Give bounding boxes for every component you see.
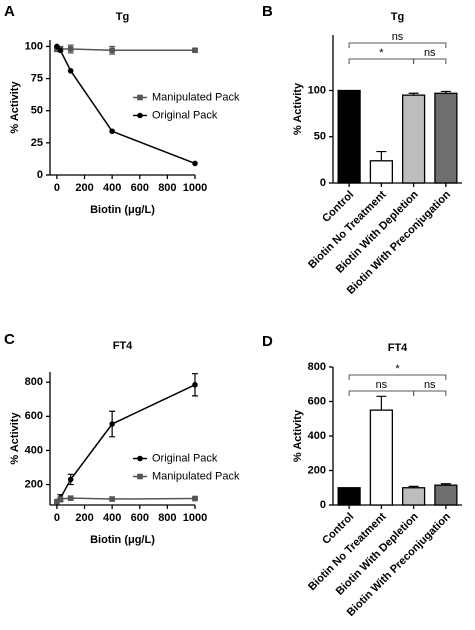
panel-letter: C [4,331,15,348]
y-axis-label: % Activity [292,409,304,462]
point [109,128,115,135]
panel-letter: D [262,333,273,350]
significance-bracket [413,58,447,64]
legend-marker [137,455,143,462]
x-tick-label: 200 [75,182,93,194]
legend-marker [137,112,143,119]
x-tick-label: 400 [103,512,121,524]
point [67,46,74,52]
y-tick-label: 0 [320,177,326,189]
y-tick-label: 25 [31,137,43,149]
point [109,496,115,502]
y-axis-label: % Activity [9,412,21,465]
series-line [56,384,196,503]
legend-label: Manipulated Pack [152,470,240,482]
series-line [56,497,196,503]
significance-label: * [379,47,384,59]
error-bar [376,395,387,411]
bar [337,89,361,184]
bar [434,92,458,184]
significance-label: ns [424,47,436,59]
panel-letter: B [262,3,273,20]
x-tick-label: 800 [158,512,176,524]
y-tick-label: 100 [25,40,43,52]
y-axis-label: % Activity [9,81,21,134]
y-tick-label: 600 [308,395,326,407]
significance-bracket [348,390,415,396]
significance-label: ns [376,379,388,391]
error-bar [408,485,419,488]
point [54,498,60,505]
x-axis-label: Biotin (μg/L) [90,204,155,216]
x-tick-label: 600 [131,182,149,194]
legend-label: Manipulated Pack [152,91,240,103]
significance-bracket [348,58,415,64]
significance-label: ns [392,31,404,43]
point [192,495,198,502]
point [67,68,74,74]
point [67,476,74,483]
significance-bracket [348,374,447,380]
x-tick-label: 0 [54,182,60,194]
point [192,381,198,388]
y-tick-label: 0 [37,169,43,181]
x-tick-label: 1000 [183,182,207,194]
legend-marker [137,94,143,101]
significance-label: ns [424,379,436,391]
y-tick-label: 0 [320,499,326,511]
chart-title: FT4 [113,340,133,352]
x-tick-label: 1000 [183,512,207,524]
y-tick-label: 200 [308,464,326,476]
bar [369,409,393,506]
significance-label: * [395,363,400,375]
chart-title: Tg [391,11,404,23]
bar [369,160,393,184]
y-tick-label: 50 [31,105,43,117]
point [109,47,115,54]
y-tick-label: 100 [308,84,326,96]
bar [434,484,458,506]
point [67,495,74,501]
y-axis-label: % Activity [292,82,304,135]
x-axis-label: Biotin (μg/L) [90,534,155,546]
error-bar [408,92,419,96]
chart-title: Tg [116,11,129,23]
x-tick-label: 200 [75,512,93,524]
point [192,47,198,54]
error-bar [440,483,451,486]
y-tick-label: 800 [308,361,326,373]
legend-label: Original Pack [152,452,218,464]
error-bar [376,150,387,161]
x-tick-label: 800 [158,182,176,194]
bar [337,487,361,506]
series-line [56,45,196,165]
point [54,43,60,50]
x-tick-label: 0 [54,512,60,524]
significance-bracket [413,390,447,396]
legend-label: Original Pack [152,109,218,121]
chart-title: FT4 [388,342,408,354]
y-tick-label: 200 [25,478,43,490]
series-line [56,48,195,52]
y-tick-label: 400 [308,430,326,442]
point [192,160,198,167]
y-tick-label: 600 [25,410,43,422]
point [57,47,64,54]
y-tick-label: 75 [31,72,43,84]
significance-bracket [348,42,447,48]
x-tick-label: 600 [131,512,149,524]
x-tick-label: 400 [103,182,121,194]
point [109,421,115,427]
legend-marker [137,473,143,480]
y-tick-label: 800 [25,376,43,388]
bar [402,487,426,506]
point [57,496,64,502]
error-bar [440,90,451,94]
bar [402,94,426,184]
y-tick-label: 400 [25,444,43,456]
y-tick-label: 50 [314,131,326,143]
panel-letter: A [4,3,15,20]
